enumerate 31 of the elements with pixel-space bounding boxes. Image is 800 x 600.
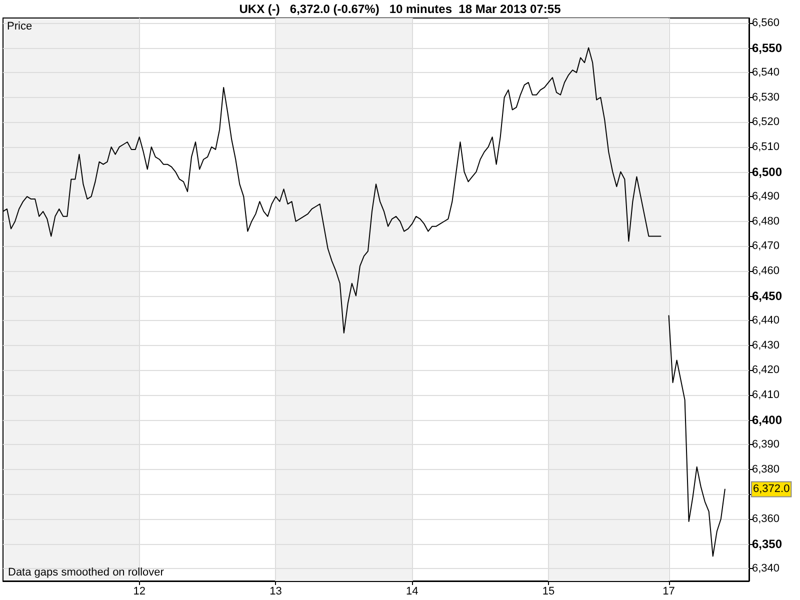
y-tick-label: 6,470	[752, 240, 780, 252]
x-tick-label: 17	[662, 586, 675, 598]
y-tick-label: 6,490	[752, 190, 780, 203]
y-tick-label: 6,500	[752, 164, 782, 179]
y-tick-label: 6,440	[752, 314, 780, 327]
y-tick-label: 6,550	[752, 40, 782, 55]
y-tick-label: 6,420	[752, 364, 780, 376]
x-tick-label: 12	[133, 586, 146, 598]
y-tick-label: 6,460	[752, 264, 780, 277]
y-tick-label: 6,560	[752, 16, 780, 29]
y-tick-label: 6,360	[752, 512, 780, 525]
y-tick-label: 6,340	[752, 562, 780, 575]
y-tick-label: 6,400	[752, 412, 782, 427]
chart-title: UKX (-) 6,372.0 (-0.67%) 10 minutes 18 Mar 2013 07:55	[239, 2, 562, 16]
y-tick-label: 6,540	[752, 66, 780, 79]
y-tick-label: 6,510	[752, 140, 780, 153]
y-tick-label: 6,450	[752, 288, 782, 303]
y-tick-label: 6,520	[752, 116, 780, 128]
x-tick-label: 14	[406, 586, 418, 598]
x-tick-label: 15	[542, 586, 555, 598]
y-tick-label: 6,410	[752, 388, 780, 401]
y-tick-label: 6,380	[752, 463, 780, 476]
annotation: 6,372.0	[753, 483, 790, 496]
y-axis-title: Price	[7, 20, 32, 32]
y-tick-label: 6,350	[752, 536, 782, 551]
y-tick-label: 6,480	[752, 215, 780, 228]
x-tick-label: 13	[270, 586, 282, 598]
y-tick-label: 6,390	[752, 438, 780, 451]
y-tick-label: 6,530	[752, 91, 780, 104]
annotation: Data gaps smoothed on rollover	[8, 566, 164, 578]
y-tick-label: 6,430	[752, 339, 780, 352]
